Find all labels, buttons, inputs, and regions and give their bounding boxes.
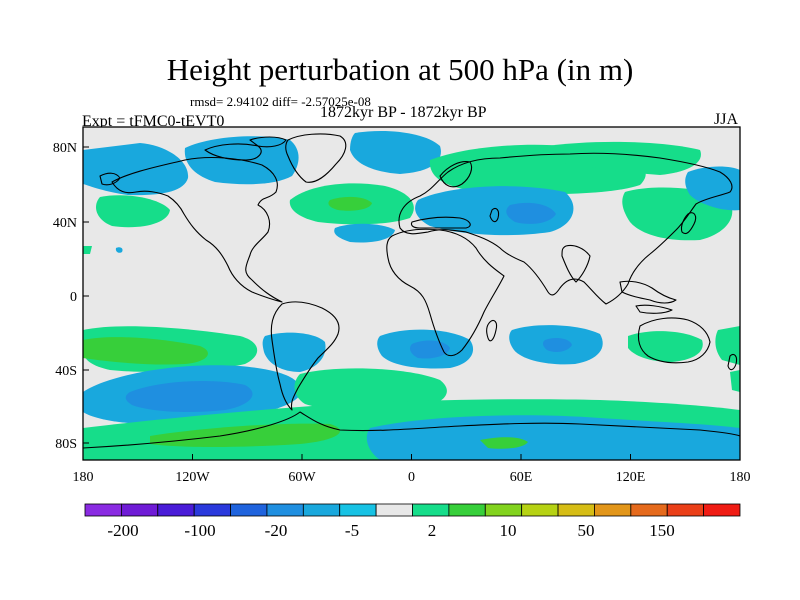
colorbar-swatch xyxy=(375,503,413,517)
blob-neg-north-atlantic xyxy=(350,130,441,174)
season-label: JJA xyxy=(714,111,739,128)
colorbar-swatch xyxy=(230,503,268,517)
blob-neg-south-america xyxy=(262,332,326,372)
lon-tick-label: 0 xyxy=(408,470,415,485)
period-label: 1872kyr BP - 1872kyr BP xyxy=(320,104,487,121)
anomaly-shading xyxy=(83,130,740,460)
colorbar-swatch xyxy=(594,503,632,517)
colorbar-swatch xyxy=(557,503,595,517)
colorbar-label: -200 xyxy=(107,521,138,540)
colorbar-label: -5 xyxy=(345,521,359,540)
blob-pos-antarctic-slot xyxy=(480,437,528,449)
coast-new-zealand xyxy=(727,353,738,371)
lat-tick-label: 40N xyxy=(53,216,77,231)
colorbar-swatch xyxy=(412,503,450,517)
coast-scandinavia xyxy=(439,161,473,188)
colorbar-swatch xyxy=(84,503,122,517)
colorbar-swatch xyxy=(157,503,195,517)
coast-madagascar xyxy=(486,319,498,342)
colorbar-label: 50 xyxy=(578,521,595,540)
blob-pos-south-pacific-core xyxy=(83,337,208,365)
blob-neg-small xyxy=(115,247,123,253)
colorbar-label: -20 xyxy=(265,521,288,540)
blob-pos-east-edge xyxy=(715,326,740,365)
colorbar-swatch xyxy=(193,503,231,517)
blob-pos-south-atlantic xyxy=(294,368,447,412)
longitude-axis: 180 120W 60W 0 60E 120E 180 xyxy=(73,454,751,485)
coast-eurasia xyxy=(398,152,733,305)
lon-tick-label: 180 xyxy=(730,470,751,485)
blob-pos-southern-core xyxy=(150,423,340,447)
coast-south-america xyxy=(270,301,340,411)
coast-mediterranean xyxy=(410,216,471,229)
lon-tick-label: 120E xyxy=(616,470,646,485)
coast-caspian xyxy=(489,207,500,223)
blob-neg-south-pacific-core xyxy=(125,380,253,413)
blob-neg-atlantic-west xyxy=(334,223,395,243)
blob-pos-atlantic-core xyxy=(328,196,372,211)
plot-title: Height perturbation at 500 hPa (in m) xyxy=(166,52,634,87)
blob-pos-west-edge xyxy=(83,246,92,254)
colorbar-label: 2 xyxy=(428,521,437,540)
lat-tick-label: 80N xyxy=(53,141,77,156)
coast-greenland xyxy=(285,133,347,183)
colorbar-swatch xyxy=(484,503,523,517)
blob-pos-east-edge-2 xyxy=(730,370,740,392)
coast-australia xyxy=(637,317,711,364)
lon-tick-label: 60W xyxy=(288,470,316,485)
colorbar-swatch xyxy=(703,503,741,517)
colorbar: -200 -100 -20 -5 2 10 50 150 xyxy=(84,503,741,540)
colorbar-swatch xyxy=(302,503,341,517)
colorbar-swatch xyxy=(630,503,668,517)
experiment-label: Expt = tFMC0-tEVT0 xyxy=(82,113,225,130)
colorbar-swatch xyxy=(339,503,377,517)
blob-neg-pacific-north xyxy=(83,143,189,196)
colorbar-swatch xyxy=(448,503,486,517)
lat-tick-label: 40S xyxy=(55,364,77,379)
lon-tick-label: 60E xyxy=(510,470,533,485)
colorbar-swatch xyxy=(666,503,705,517)
coast-africa xyxy=(386,228,505,357)
lat-tick-label: 0 xyxy=(70,290,77,305)
coast-japan xyxy=(680,212,697,235)
lon-tick-label: 180 xyxy=(73,470,94,485)
blob-neg-europe-core xyxy=(506,202,556,224)
coast-north-america xyxy=(111,156,283,303)
stats-label: rmsd= 2.94102 diff= -2.57025e-08 xyxy=(190,94,371,109)
blob-pos-eurasia-east xyxy=(540,141,701,175)
lat-tick-label: 80S xyxy=(55,437,77,452)
coastlines xyxy=(83,133,740,449)
map-panel xyxy=(83,127,740,460)
blob-neg-kamchatka xyxy=(685,166,740,211)
blob-neg-south-atlantic-core xyxy=(410,340,450,359)
coast-arctic-islands xyxy=(204,136,287,161)
colorbar-label: 150 xyxy=(649,521,675,540)
colorbar-swatch xyxy=(521,503,559,517)
blob-pos-nw-pacific xyxy=(96,195,170,228)
colorbar-swatch xyxy=(266,503,304,517)
colorbar-label: -100 xyxy=(184,521,215,540)
coast-alaska xyxy=(99,172,121,186)
colorbar-swatch xyxy=(120,503,159,517)
coast-antarctica xyxy=(83,411,740,449)
coast-india xyxy=(561,244,591,283)
lon-tick-label: 120W xyxy=(175,470,210,485)
colorbar-label: 10 xyxy=(500,521,517,540)
coast-indonesia xyxy=(619,280,677,314)
latitude-axis: 80N 40N 0 40S 80S xyxy=(53,141,89,452)
blob-neg-indian-core xyxy=(542,337,572,353)
